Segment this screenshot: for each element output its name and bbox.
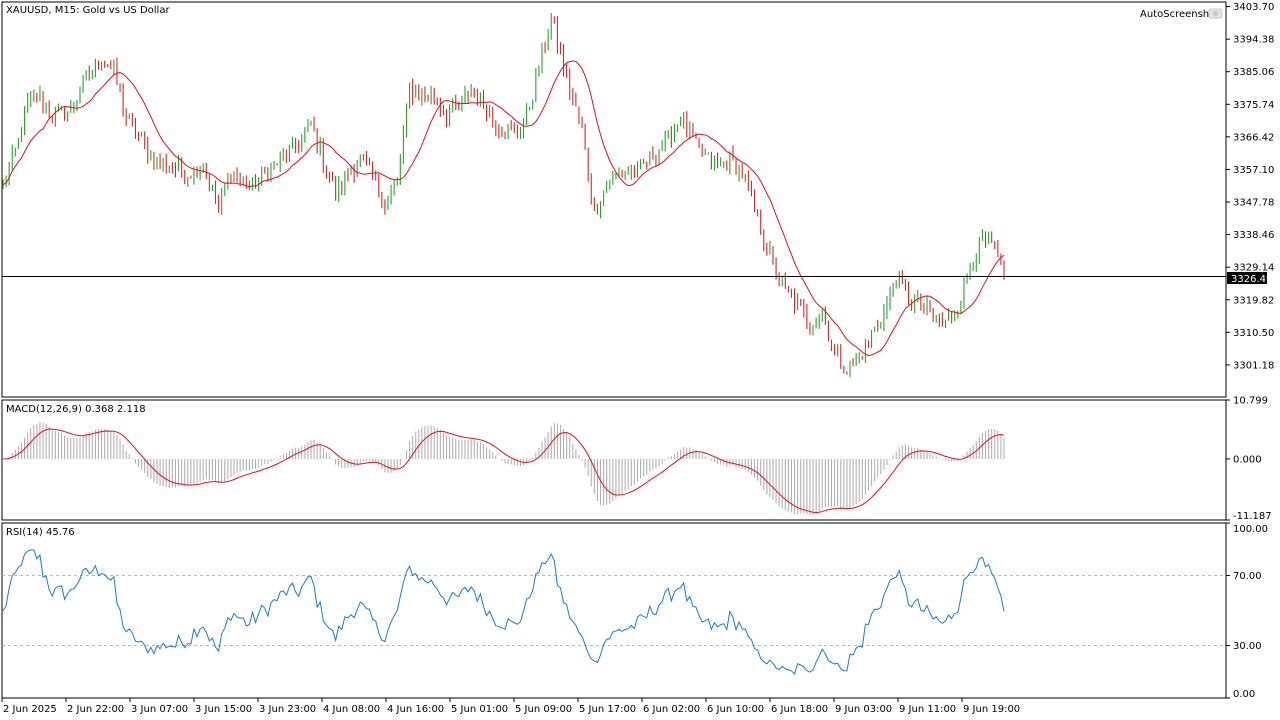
macd-tick-label: 0.000 [1233, 454, 1262, 465]
macd-pane [1, 399, 1227, 521]
price-tick-label: 3357.10 [1233, 165, 1274, 176]
time-tick-label: 2 Jun 2025 [3, 704, 57, 715]
price-candles [2, 13, 1005, 378]
price-y-axis: 3403.70 3394.38 3385.06 3375.74 3366.42 3357.… [1226, 2, 1274, 371]
time-tick-label: 3 Jun 23:00 [259, 704, 316, 715]
macd-signal-path [2, 428, 1005, 513]
rsi-pane [1, 522, 1227, 699]
price-tick-label: 3329.14 [1233, 263, 1274, 274]
time-tick-label: 6 Jun 02:00 [643, 704, 700, 715]
time-tick-label: 9 Jun 19:00 [963, 704, 1020, 715]
symbol-label: XAUUSD, M15: Gold vs US Dollar [6, 5, 170, 16]
rsi-tick-label: 70.00 [1233, 571, 1262, 582]
watermark-label: AutoScreenshot [1140, 9, 1219, 20]
time-tick-label: 4 Jun 08:00 [323, 704, 380, 715]
price-tick-label: 3319.82 [1233, 295, 1274, 306]
macd-y-axis: 10.799 0.000 -11.187 [1226, 396, 1272, 522]
moving-average [2, 60, 1005, 357]
time-axis: 2 Jun 2025 2 Jun 22:00 3 Jun 07:00 3 Jun 15… [1, 698, 1020, 715]
rsi-path [2, 549, 1005, 675]
price-tick-label: 3375.74 [1233, 100, 1274, 111]
price-tick-label: 3347.78 [1233, 198, 1274, 209]
time-tick-label: 6 Jun 10:00 [707, 704, 764, 715]
price-tick-label: 3394.38 [1233, 35, 1274, 46]
price-tick-label: 3301.18 [1233, 360, 1274, 371]
time-tick-label: 3 Jun 15:00 [195, 704, 252, 715]
time-tick-label: 5 Jun 09:00 [515, 704, 572, 715]
macd-tick-label: -11.187 [1233, 511, 1272, 522]
time-tick-label: 4 Jun 16:00 [387, 704, 444, 715]
rsi-levels [2, 575, 1226, 646]
price-tick-label: 3338.46 [1233, 230, 1274, 241]
price-tick-label: 3403.70 [1233, 2, 1274, 13]
current-price-tag: 3326.49 [1227, 272, 1272, 285]
price-tick-label: 3366.42 [1233, 132, 1274, 143]
current-price-value: 3326.49 [1231, 274, 1272, 285]
time-tick-label: 2 Jun 22:00 [67, 704, 124, 715]
rsi-y-axis: 100.00 70.00 30.00 0.00 [1226, 522, 1268, 700]
rsi-label: RSI(14) 45.76 [6, 527, 75, 538]
price-tick-label: 3385.06 [1233, 67, 1274, 78]
rsi-tick-label: 0.00 [1233, 689, 1255, 700]
macd-tick-label: 10.799 [1233, 396, 1268, 407]
price-pane [1, 1, 1227, 398]
camera-icon [1208, 8, 1223, 19]
time-tick-label: 5 Jun 17:00 [579, 704, 636, 715]
time-tick-label: 3 Jun 07:00 [131, 704, 188, 715]
ma-line [2, 60, 1005, 357]
price-tick-label: 3310.50 [1233, 328, 1274, 339]
time-tick-label: 5 Jun 01:00 [451, 704, 508, 715]
rsi-tick-label: 30.00 [1233, 641, 1262, 652]
macd-signal-line [2, 428, 1005, 513]
time-tick-label: 9 Jun 03:00 [835, 704, 892, 715]
rsi-line [2, 549, 1005, 675]
time-tick-label: 6 Jun 18:00 [771, 704, 828, 715]
rsi-tick-label: 100.00 [1233, 524, 1268, 535]
macd-label: MACD(12,26,9) 0.368 2.118 [6, 404, 146, 415]
time-tick-label: 9 Jun 11:00 [899, 704, 956, 715]
